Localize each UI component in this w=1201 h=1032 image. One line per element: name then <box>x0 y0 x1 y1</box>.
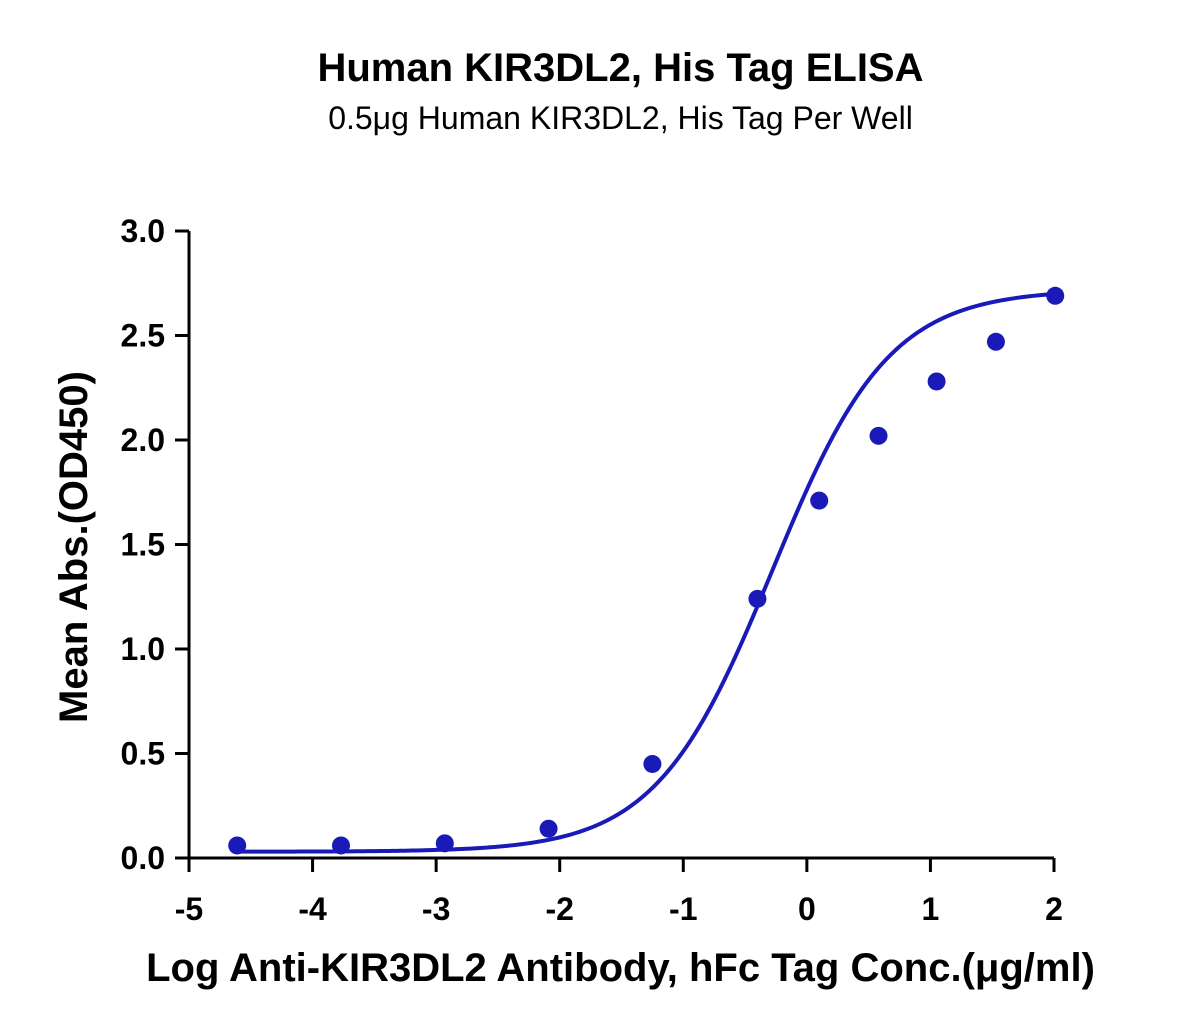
chart-axes: 0.0 0.5 1.0 1.5 2.0 2.5 3.0 -5 -4 -3 -2 -1 0 1 2 <box>121 213 1063 927</box>
data-point <box>748 589 767 608</box>
x-tick-label: 0 <box>798 891 816 927</box>
x-tick-label: -1 <box>669 891 697 927</box>
y-tick-label: 0.5 <box>121 736 165 772</box>
data-point <box>927 372 946 391</box>
chart-subtitle: 0.5μg Human KIR3DL2, His Tag Per Well <box>328 100 913 136</box>
y-tick-label: 1.5 <box>121 527 165 563</box>
x-tick-label: -4 <box>298 891 327 927</box>
x-tick-label: -2 <box>545 891 573 927</box>
y-tick-label: 1.0 <box>121 631 165 667</box>
data-point <box>986 332 1005 351</box>
data-point <box>228 836 247 855</box>
y-tick-label: 3.0 <box>121 213 165 249</box>
fit-curve-layer <box>237 291 1055 854</box>
fit-curve <box>237 291 1055 854</box>
data-point <box>869 426 888 445</box>
chart-title: Human KIR3DL2, His Tag ELISA <box>317 46 924 90</box>
x-tick-label: 1 <box>922 891 940 927</box>
x-tick-label: 2 <box>1045 891 1063 927</box>
data-point <box>539 819 558 838</box>
data-point <box>643 754 662 773</box>
y-tick-label: 2.5 <box>121 318 165 354</box>
x-axis-label: Log Anti-KIR3DL2 Antibody, hFc Tag Conc.… <box>146 946 1095 990</box>
data-point <box>435 834 454 853</box>
y-tick-label: 2.0 <box>121 422 165 458</box>
x-tick-label: -5 <box>175 891 203 927</box>
y-axis-label: Mean Abs.(OD450) <box>52 371 96 723</box>
data-point <box>1046 286 1065 305</box>
data-point <box>810 491 829 510</box>
x-tick-label: -3 <box>422 891 450 927</box>
y-tick-label: 0.0 <box>121 840 165 876</box>
data-point <box>331 836 350 855</box>
data-points-layer <box>228 286 1065 855</box>
